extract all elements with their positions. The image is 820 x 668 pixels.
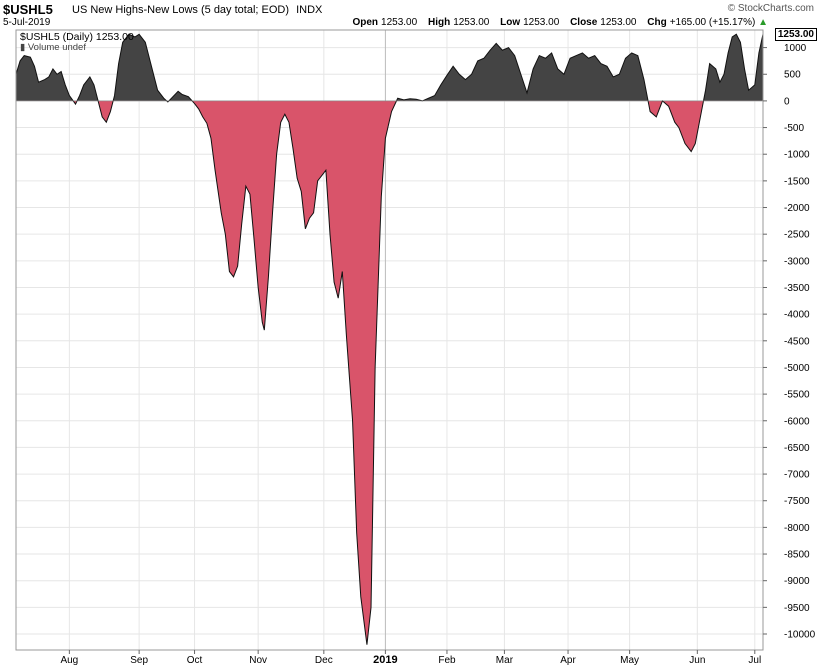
volume-legend: ▮ Volume undef [20,42,86,53]
x-tick-label: Dec [315,655,333,666]
y-tick-label: -5000 [784,363,810,374]
grid-lines [16,30,763,650]
volume-label: Volume undef [27,42,86,53]
low-label: Low [500,17,521,28]
y-tick-label: -6000 [784,416,810,427]
y-tick-label: -1500 [784,176,810,187]
last-value-badge: 1253.00 [774,28,817,41]
open-label: Open [352,17,379,28]
y-tick-label: -8500 [784,550,810,561]
series-legend: $USHL5 (Daily) 1253.00 [20,31,134,43]
plot-border [15,29,764,651]
y-tick-label: -2000 [784,203,810,214]
low-value: 1253.00 [523,17,560,28]
high-label: High [427,17,451,28]
symbol-label: $USHL5 [3,2,53,17]
open-value: 1253.00 [381,17,418,28]
y-tick-label: -6500 [784,443,810,454]
y-tick-label: -7000 [784,470,810,481]
x-tick-label: Aug [60,655,78,666]
x-tick-label: Sep [130,655,148,666]
y-tick-label: 1000 [784,43,807,54]
negative-area [73,100,704,645]
description-text: US New Highs-New Lows (5 day total; EOD) [72,4,290,16]
x-tick-label: May [620,655,639,666]
high-value: 1253.00 [453,17,490,28]
y-axis: 1000 500 0 -500 -1000 -1500 -2000 -2500 -3000 -35… [763,43,816,641]
x-tick-label: Jun [689,655,705,666]
y-tick-label: -4000 [784,310,810,321]
y-tick-label: -3500 [784,283,810,294]
area-series [15,33,764,645]
y-tick-label: -8000 [784,523,810,534]
y-tick-label: -500 [784,123,804,134]
y-tick-label: -7500 [784,496,810,507]
chart-header: $USHL5 US New Highs-New Lows (5 day tota… [0,0,820,30]
x-tick-label: 2019 [373,654,397,666]
y-tick-label: -2500 [784,230,810,241]
close-label: Close [570,17,598,28]
description-label: US New Highs-New Lows (5 day total; EOD)… [72,4,322,16]
date-label: 5-Jul-2019 [3,17,51,28]
y-tick-label: -9500 [784,603,810,614]
volume-icon: ▮ [20,42,26,53]
x-tick-label: Apr [560,655,576,666]
x-tick-label: Mar [496,655,514,666]
y-tick-label: -4500 [784,336,810,347]
x-tick-label: Feb [438,655,456,666]
positive-area [16,34,763,101]
x-tick-label: Oct [187,655,203,666]
y-tick-label: -1000 [784,150,810,161]
brand-link[interactable]: © StockCharts.com [727,3,814,14]
triangle-up-icon: ▲ [758,17,768,28]
ohlc-readout: Open 1253.00 High 1253.00 Low 1253.00 Close… [344,17,768,28]
y-tick-label: -5500 [784,390,810,401]
chg-value: +165.00 (+15.17%) [669,17,756,28]
series-line [15,33,764,645]
x-tick-label: Nov [249,655,267,666]
x-axis: Aug Sep Oct Nov Dec 2019 Feb Mar Apr May Jun Jul [60,650,761,666]
y-tick-label: -9000 [784,576,810,587]
y-tick-label: 500 [784,70,801,81]
close-value: 1253.00 [600,17,637,28]
exchange-label: INDX [296,4,323,16]
chg-label: Chg [647,17,667,28]
y-tick-label: -10000 [784,630,816,641]
y-tick-label: 0 [784,96,790,107]
x-tick-label: Jul [748,655,761,666]
plot-frame [15,29,764,651]
y-tick-label: -3000 [784,256,810,267]
